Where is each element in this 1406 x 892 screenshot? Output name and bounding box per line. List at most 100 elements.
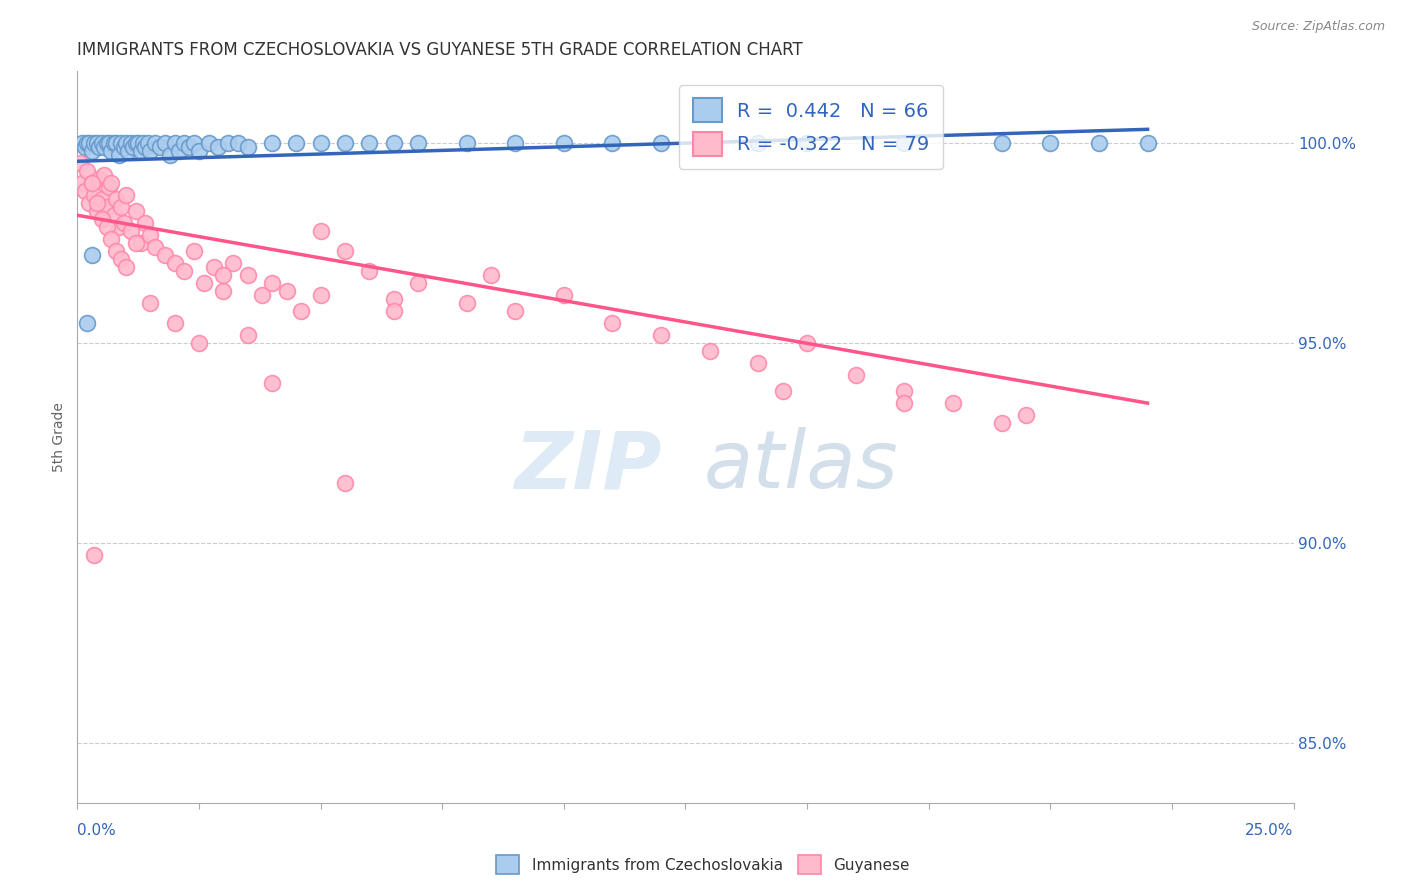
Point: [139, 145, 162, 159]
Point: [136, 136, 159, 151]
Point: [100, 232, 122, 246]
Point: [89, 172, 111, 186]
Point: [139, 228, 162, 243]
Text: ZIP: ZIP: [515, 427, 662, 506]
Point: [333, 476, 356, 491]
Point: [553, 288, 575, 302]
Point: [772, 384, 794, 398]
Point: [382, 292, 405, 306]
Point: [260, 136, 283, 151]
Point: [406, 276, 429, 290]
Point: [163, 316, 186, 330]
Point: [69, 156, 91, 170]
Point: [188, 145, 211, 159]
Point: [93, 169, 115, 183]
Point: [125, 236, 148, 251]
Point: [120, 224, 142, 238]
Point: [125, 204, 148, 219]
Point: [333, 136, 356, 151]
Point: [1039, 136, 1062, 151]
Point: [207, 140, 229, 154]
Point: [112, 216, 135, 230]
Point: [942, 396, 965, 410]
Point: [76, 164, 98, 178]
Point: [183, 244, 205, 259]
Point: [70, 136, 93, 151]
Point: [115, 188, 138, 202]
Point: [236, 268, 259, 283]
Point: [747, 136, 769, 151]
Point: [1136, 136, 1159, 151]
Point: [212, 284, 235, 298]
Point: [217, 136, 239, 151]
Point: [169, 145, 191, 159]
Point: [699, 344, 721, 359]
Point: [83, 548, 105, 562]
Point: [86, 196, 108, 211]
Point: [132, 136, 155, 151]
Point: [193, 276, 215, 290]
Point: [188, 336, 211, 351]
Point: [456, 136, 478, 151]
Point: [89, 140, 111, 154]
Point: [134, 140, 156, 154]
Point: [129, 145, 152, 159]
Point: [179, 140, 201, 154]
Point: [105, 192, 128, 206]
Point: [893, 136, 915, 151]
Point: [107, 220, 129, 235]
Point: [1015, 408, 1038, 422]
Point: [845, 368, 868, 383]
Point: [149, 140, 172, 154]
Point: [103, 136, 125, 151]
Point: [309, 136, 332, 151]
Point: [173, 136, 195, 151]
Point: [359, 264, 381, 278]
Y-axis label: 5th Grade: 5th Grade: [52, 402, 66, 472]
Point: [276, 284, 298, 298]
Point: [86, 136, 108, 151]
Point: [503, 136, 526, 151]
Point: [70, 176, 93, 190]
Point: [503, 304, 526, 318]
Point: [173, 264, 195, 278]
Point: [90, 212, 112, 227]
Point: [153, 136, 176, 151]
Point: [479, 268, 502, 283]
Point: [406, 136, 429, 151]
Legend: Immigrants from Czechoslovakia, Guyanese: Immigrants from Czechoslovakia, Guyanese: [491, 849, 915, 880]
Point: [236, 140, 259, 154]
Point: [285, 136, 308, 151]
Point: [260, 276, 283, 290]
Point: [553, 136, 575, 151]
Point: [143, 240, 166, 254]
Point: [1088, 136, 1111, 151]
Point: [73, 184, 96, 198]
Point: [236, 328, 259, 343]
Text: IMMIGRANTS FROM CZECHOSLOVAKIA VS GUYANESE 5TH GRADE CORRELATION CHART: IMMIGRANTS FROM CZECHOSLOVAKIA VS GUYANE…: [77, 41, 803, 59]
Point: [226, 136, 249, 151]
Point: [110, 252, 132, 267]
Point: [212, 268, 235, 283]
Point: [105, 136, 128, 151]
Point: [893, 396, 915, 410]
Point: [290, 304, 312, 318]
Text: Source: ZipAtlas.com: Source: ZipAtlas.com: [1251, 20, 1385, 33]
Point: [100, 176, 122, 190]
Point: [222, 256, 245, 270]
Point: [90, 192, 112, 206]
Point: [153, 248, 176, 262]
Point: [159, 148, 181, 162]
Point: [103, 208, 125, 222]
Point: [76, 316, 98, 330]
Point: [163, 256, 186, 270]
Point: [260, 376, 283, 391]
Point: [96, 200, 118, 214]
Point: [120, 136, 142, 151]
Point: [83, 136, 105, 151]
Point: [80, 176, 103, 190]
Point: [139, 296, 162, 310]
Point: [79, 196, 101, 211]
Point: [83, 188, 105, 202]
Point: [100, 145, 122, 159]
